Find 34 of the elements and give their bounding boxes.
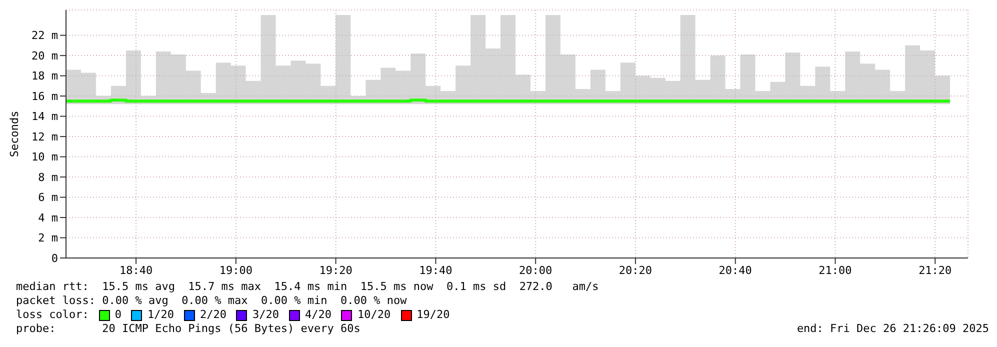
x-tick-label: 21:00 (818, 264, 852, 277)
y-tick-label: 22 m (32, 29, 58, 42)
x-tick-label: 19:40 (419, 264, 452, 277)
legend-label: 3/20 (252, 308, 279, 322)
y-tick-label: 16 m (32, 90, 58, 103)
legend-label: 2/20 (200, 308, 226, 322)
y-tick-label: 6 m (38, 191, 58, 204)
legend-label: 4/20 (304, 308, 332, 322)
y-axis-title: Seconds (8, 110, 21, 158)
y-tick-label: 18 m (32, 70, 58, 83)
x-tick-label: 18:40 (119, 264, 153, 277)
x-tick-label: 20:20 (618, 264, 652, 277)
legend-label: 0 (114, 308, 122, 322)
legend-label: 1/20 (147, 308, 174, 322)
text: end: Fri Dec 26 21:26:09 2025 (796, 322, 989, 336)
y-tick-label: 8 m (38, 170, 58, 184)
text: packet loss: 0.00 % avg 0.00 % max 0.00 % min 0.00 % now (16, 294, 408, 308)
y-tick-label: 0 (51, 252, 58, 265)
y-tick-label: 12 m (32, 130, 58, 144)
x-tick-label: 19:20 (319, 264, 352, 277)
y-tick-label: 10 m (32, 150, 58, 164)
y-tick-label: 2 m (38, 232, 58, 245)
text: probe: 20 ICMP Echo Pings (56 Bytes) every 60s (16, 322, 360, 335)
y-tick-label: 4 m (38, 211, 58, 224)
text: median rtt: 15.5 ms avg 15.7 ms max 15.4 ms min 15.5 ms now 0.1 ms sd 272.0 am/s (16, 280, 600, 294)
legend-title: loss color: (16, 308, 89, 322)
x-tick-label: 20:00 (519, 264, 552, 277)
legend-label: 10/20 (357, 308, 391, 322)
legend-label: 19/20 (416, 308, 450, 322)
y-tick-label: 20 m (32, 49, 58, 62)
x-tick-label: 21:20 (918, 264, 952, 277)
x-tick-label: 20:40 (718, 264, 752, 277)
x-tick-label: 19:00 (219, 264, 252, 277)
y-tick-label: 14 m (32, 110, 58, 124)
